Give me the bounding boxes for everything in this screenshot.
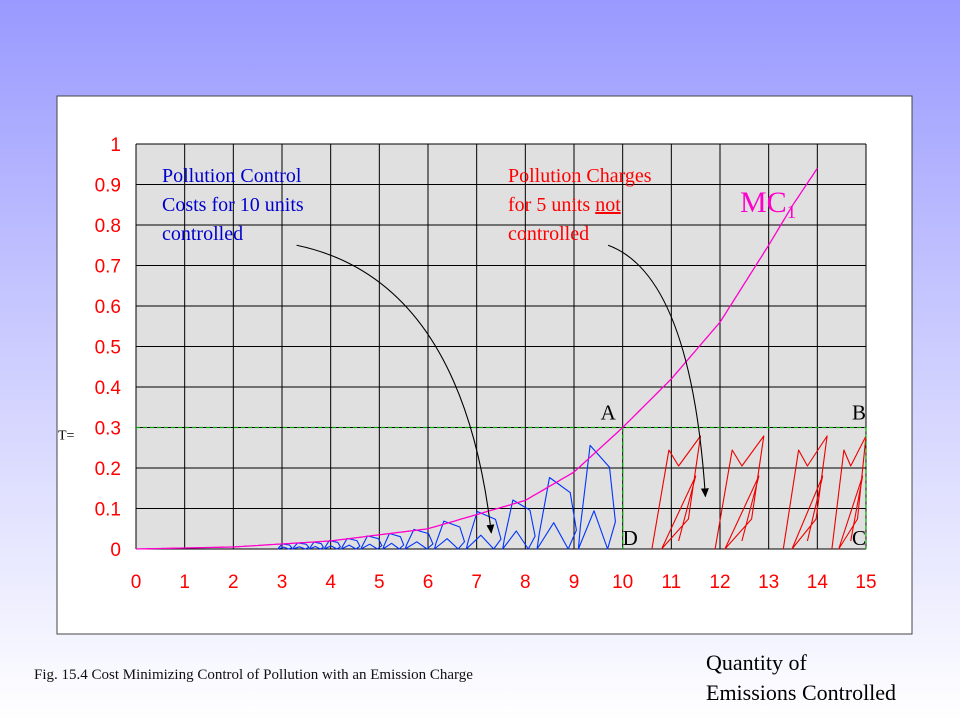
mc-label-main: MC bbox=[740, 186, 787, 219]
point-labels: A B C D bbox=[601, 401, 866, 551]
annotation-arrows bbox=[296, 244, 709, 534]
y-tick-label: 1 bbox=[110, 135, 121, 156]
x-axis-title-line-2: Emissions Controlled bbox=[706, 680, 897, 705]
x-tick-label: 11 bbox=[661, 572, 681, 593]
charge-shading-zigzag bbox=[782, 435, 828, 550]
x-axis-title-line-1: Quantity of bbox=[706, 650, 807, 675]
point-label-a: A bbox=[601, 401, 617, 425]
y-tick-label: 0.5 bbox=[95, 338, 121, 359]
y-tick-label: 0.3 bbox=[95, 419, 121, 440]
x-tick-label: 12 bbox=[709, 572, 730, 593]
annotation-2: Pollution Charges for 5 units not controll… bbox=[508, 165, 652, 245]
x-tick-label: 6 bbox=[423, 572, 434, 593]
y-tick-label: 0.7 bbox=[95, 257, 121, 278]
control-shading-loop bbox=[465, 510, 502, 550]
annotation-1: Pollution Control Costs for 10 units contr… bbox=[162, 165, 304, 245]
x-tick-label: 9 bbox=[569, 572, 580, 593]
mc-curve-series bbox=[135, 167, 818, 550]
point-label-d: D bbox=[623, 526, 638, 550]
control-shading-loop bbox=[433, 520, 466, 550]
annotation-1-line: Pollution Control bbox=[162, 165, 302, 187]
emission-charge-label: T= bbox=[58, 429, 75, 444]
control-shading-loop bbox=[536, 476, 577, 550]
annotation-text: Pollution Control Costs for 10 units contr… bbox=[162, 165, 652, 245]
x-tick-label: 1 bbox=[179, 572, 190, 593]
figure-caption: Fig. 15.4 Cost Minimizing Control of Pol… bbox=[34, 667, 473, 683]
annotation-2-line: Pollution Charges bbox=[508, 165, 652, 187]
grid-lines bbox=[135, 143, 867, 550]
y-tick-label: 0 bbox=[110, 540, 121, 561]
x-tick-label: 10 bbox=[612, 572, 633, 593]
y-tick-label: 0.9 bbox=[95, 176, 121, 197]
control-shading-loop bbox=[292, 542, 310, 550]
annotation-2-line: controlled bbox=[508, 223, 589, 245]
y-tick-label: 0.6 bbox=[95, 297, 121, 318]
x-tick-label: 5 bbox=[374, 572, 385, 593]
x-tick-label: 14 bbox=[807, 572, 829, 593]
control-shading-loop bbox=[340, 537, 361, 550]
charge-shading-zigzag bbox=[831, 435, 867, 550]
y-tick-labels: 0 0.1 0.2 0.3 0.4 0.5 0.6 0.7 0.8 0.9 1 bbox=[95, 135, 122, 561]
control-shading-loop bbox=[404, 528, 434, 550]
point-label-b: B bbox=[852, 401, 866, 425]
x-tick-label: 2 bbox=[228, 572, 239, 593]
y-tick-label: 0.4 bbox=[95, 378, 122, 399]
control-shading-loop bbox=[277, 543, 293, 550]
x-tick-labels: 0 1 2 3 4 5 6 7 8 9 10 11 12 13 14 15 bbox=[131, 572, 877, 593]
annotation-2-line: for 5 units bbox=[508, 194, 595, 216]
point-label-c: C bbox=[852, 526, 866, 550]
control-shading-loop bbox=[360, 535, 383, 550]
control-shading-loop bbox=[577, 444, 616, 550]
control-shading-loop bbox=[308, 541, 324, 550]
x-tick-label: 7 bbox=[471, 572, 482, 593]
annotation-1-line: Costs for 10 units bbox=[162, 194, 304, 216]
area-shading bbox=[277, 435, 867, 550]
mc-curve-label: MC1 bbox=[740, 186, 796, 223]
annotation-arrow-1 bbox=[296, 244, 495, 534]
annotation-arrow-2 bbox=[607, 244, 709, 498]
charge-shading-zigzag bbox=[651, 435, 702, 550]
control-shading-loop bbox=[382, 532, 405, 550]
x-tick-label: 0 bbox=[131, 572, 142, 593]
mc-label-subscript: 1 bbox=[787, 202, 797, 223]
y-tick-label: 0.2 bbox=[95, 459, 121, 480]
y-tick-label: 0.1 bbox=[95, 500, 121, 521]
y-tick-label: 0.8 bbox=[95, 216, 121, 237]
annotation-1-line: controlled bbox=[162, 223, 243, 245]
control-shading-loop bbox=[323, 540, 341, 550]
control-shading-loop bbox=[502, 499, 536, 550]
emission-charge-lines bbox=[136, 426, 867, 549]
x-axis-title: Quantity of Emissions Controlled bbox=[706, 648, 896, 708]
annotation-emphasis: not bbox=[595, 194, 621, 216]
charge-shading-zigzag bbox=[714, 435, 765, 550]
x-tick-label: 4 bbox=[325, 572, 336, 593]
x-tick-label: 15 bbox=[855, 572, 876, 593]
x-tick-label: 3 bbox=[277, 572, 288, 593]
x-tick-label: 8 bbox=[520, 572, 531, 593]
x-tick-label: 13 bbox=[758, 572, 779, 593]
